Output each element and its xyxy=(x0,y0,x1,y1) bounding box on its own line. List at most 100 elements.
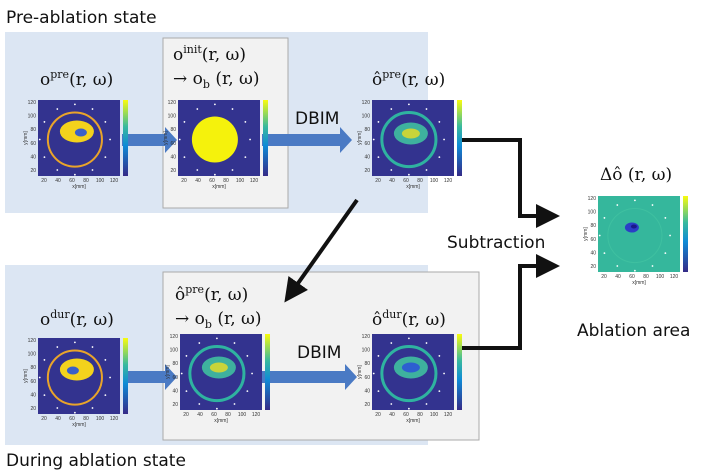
ablation-core xyxy=(631,225,637,229)
antenna xyxy=(44,121,46,123)
y-tick-label: 40 xyxy=(30,392,36,398)
antenna xyxy=(443,139,445,141)
y-axis-label: y[mm] xyxy=(165,365,171,379)
antenna xyxy=(232,108,234,110)
y-tick-label: 120 xyxy=(28,338,37,344)
x-tick-label: 120 xyxy=(252,412,261,418)
antenna xyxy=(104,156,106,158)
y-axis-label: y[mm] xyxy=(23,369,29,383)
x-tick-label: 100 xyxy=(238,412,247,418)
antenna xyxy=(373,139,375,141)
antenna xyxy=(216,337,218,339)
operation-label: Subtraction xyxy=(447,233,545,253)
y-tick-label: 60 xyxy=(364,141,370,147)
antenna xyxy=(179,139,181,141)
antenna xyxy=(390,403,392,405)
panel-title: Pre-ablation state xyxy=(6,8,157,28)
x-tick-label: 20 xyxy=(41,416,47,422)
x-axis-label: x[mm] xyxy=(632,280,646,286)
y-tick-label: 100 xyxy=(588,210,597,216)
antenna xyxy=(234,403,236,405)
antenna xyxy=(604,252,606,254)
x-axis-label: x[mm] xyxy=(212,184,226,190)
x-tick-label: 100 xyxy=(430,412,439,418)
y-tick-label: 60 xyxy=(30,379,36,385)
x-tick-label: 120 xyxy=(444,412,453,418)
antenna xyxy=(74,103,76,105)
y-tick-label: 60 xyxy=(172,375,178,381)
y-tick-label: 20 xyxy=(590,264,596,270)
antenna xyxy=(390,169,392,171)
y-axis-label: y[mm] xyxy=(23,131,29,145)
y-tick-label: 40 xyxy=(590,250,596,256)
tissue-inner xyxy=(210,363,228,373)
antenna xyxy=(378,390,380,392)
x-tick-label: 100 xyxy=(656,274,665,280)
antenna xyxy=(39,377,41,379)
y-tick-label: 100 xyxy=(168,114,177,120)
colorbar xyxy=(457,334,462,410)
y-tick-label: 80 xyxy=(172,361,178,367)
x-tick-label: 100 xyxy=(236,178,245,184)
colorbar xyxy=(265,334,270,410)
antenna xyxy=(56,108,58,110)
colorbar xyxy=(457,100,462,176)
antenna xyxy=(378,121,380,123)
antenna xyxy=(251,373,253,375)
antenna xyxy=(104,359,106,361)
tissue-inner xyxy=(402,363,420,373)
antenna xyxy=(426,342,428,344)
antenna xyxy=(390,342,392,344)
y-tick-label: 120 xyxy=(28,100,37,106)
y-tick-label: 60 xyxy=(590,237,596,243)
antenna xyxy=(92,346,94,348)
diagram: Pre-ablation state During ablation state… xyxy=(0,0,710,473)
x-tick-label: 20 xyxy=(375,412,381,418)
x-tick-label: 120 xyxy=(250,178,259,184)
method-label: DBIM xyxy=(297,343,341,363)
antenna xyxy=(664,217,666,219)
antenna xyxy=(56,346,58,348)
y-axis-label: y[mm] xyxy=(357,131,363,145)
antenna xyxy=(664,252,666,254)
math-label: → ob (r, ω) xyxy=(175,309,262,331)
antenna xyxy=(599,235,601,237)
x-tick-label: 40 xyxy=(615,274,621,280)
y-axis-label: y[mm] xyxy=(163,131,169,145)
colorbar xyxy=(263,100,268,176)
y-tick-label: 60 xyxy=(30,141,36,147)
y-tick-label: 120 xyxy=(168,100,177,106)
antenna xyxy=(104,394,106,396)
x-tick-label: 100 xyxy=(430,178,439,184)
antenna xyxy=(74,174,76,176)
colorbar xyxy=(683,196,688,272)
antenna xyxy=(634,199,636,201)
y-tick-label: 20 xyxy=(364,168,370,174)
antenna xyxy=(214,103,216,105)
x-tick-label: 40 xyxy=(55,416,61,422)
antenna xyxy=(109,139,111,141)
x-tick-label: 40 xyxy=(55,178,61,184)
antenna xyxy=(186,355,188,357)
y-tick-label: 20 xyxy=(30,406,36,412)
antenna xyxy=(214,174,216,176)
connector xyxy=(458,140,552,216)
x-tick-label: 100 xyxy=(96,416,105,422)
antenna xyxy=(634,270,636,272)
x-tick-label: 20 xyxy=(181,178,187,184)
antenna xyxy=(92,169,94,171)
y-tick-label: 80 xyxy=(30,127,36,133)
antenna xyxy=(438,121,440,123)
y-axis-label: y[mm] xyxy=(583,227,589,241)
antenna xyxy=(74,341,76,343)
y-tick-label: 80 xyxy=(590,223,596,229)
antenna xyxy=(443,373,445,375)
antenna xyxy=(244,121,246,123)
antenna xyxy=(56,169,58,171)
antenna xyxy=(426,108,428,110)
x-axis-label: x[mm] xyxy=(406,418,420,424)
colorbar xyxy=(123,338,128,414)
y-tick-label: 120 xyxy=(362,334,371,340)
math-label: → ob (r, ω) xyxy=(173,69,260,91)
method-label: DBIM xyxy=(295,109,339,129)
